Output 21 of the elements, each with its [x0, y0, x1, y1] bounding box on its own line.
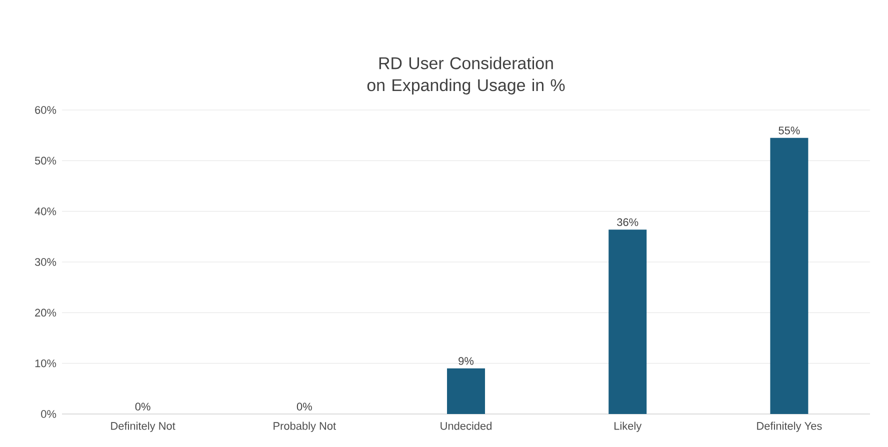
- y-tick-label: 40%: [34, 207, 56, 216]
- x-tick-label: Probably Not: [274, 422, 336, 432]
- y-tick-label: 20%: [35, 308, 56, 317]
- y-tick-label: 50%: [34, 156, 56, 165]
- y-tick-label: 30%: [34, 258, 56, 266]
- x-tick-label: Likely: [614, 422, 642, 432]
- bar: [770, 138, 808, 414]
- data-label: 36%: [617, 218, 638, 226]
- data-label: 55%: [778, 126, 800, 134]
- y-tick-label: 0%: [41, 410, 56, 418]
- bar: [608, 230, 647, 414]
- bar: [447, 368, 486, 414]
- data-label: 0%: [296, 402, 312, 410]
- data-label: 9%: [458, 357, 474, 365]
- chart-title: RD User Consideration on Expanding Usage in %: [367, 56, 565, 95]
- x-tick-label: Definitely Not: [111, 422, 176, 432]
- y-tick-label: 10%: [35, 359, 56, 368]
- x-tick-label: Undecided: [440, 422, 492, 430]
- data-label: 0%: [135, 402, 150, 410]
- x-tick-label: Definitely Yes: [757, 422, 822, 432]
- y-tick-label: 60%: [35, 106, 56, 114]
